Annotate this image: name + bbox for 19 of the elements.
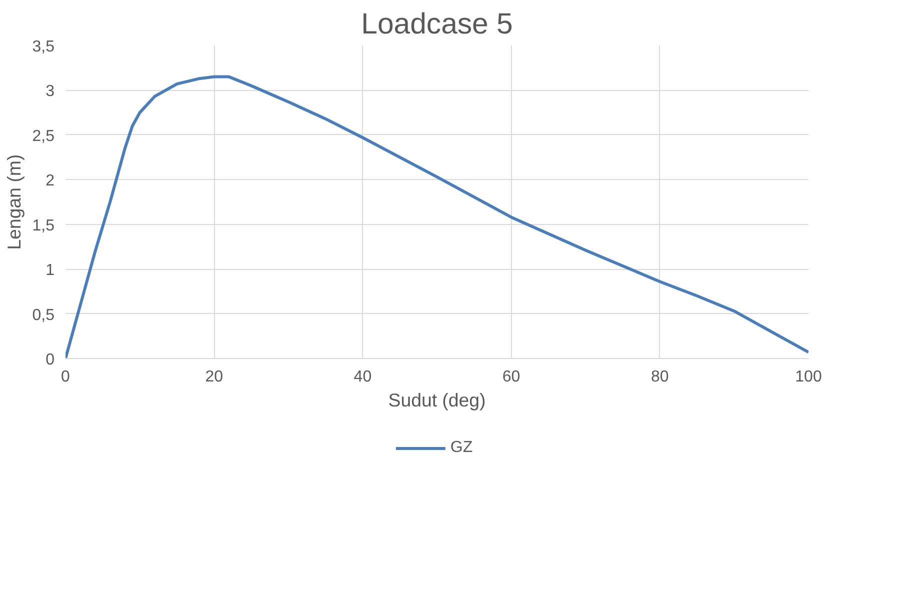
y-tick-label: 0 — [46, 352, 55, 368]
chart-title: Loadcase 5 — [361, 8, 513, 40]
x-axis-title: Sudut (deg) — [388, 390, 486, 410]
x-tick-label: 100 — [795, 368, 822, 386]
x-tick-label: 0 — [61, 368, 70, 386]
y-tick-label: 0,5 — [32, 306, 55, 324]
x-tick-label: 20 — [205, 368, 224, 386]
y-axis-title: Lengan (m) — [3, 154, 24, 250]
y-tick-label: 1,5 — [32, 217, 55, 234]
x-tick-label: 80 — [651, 368, 669, 386]
y-tick-label: 3,5 — [32, 38, 55, 56]
legend-label: GZ — [450, 439, 473, 457]
y-tick-label: 2 — [46, 172, 55, 190]
x-tick-label: 60 — [502, 368, 520, 386]
y-tick-label: 3 — [46, 83, 55, 100]
line-series — [66, 75, 808, 358]
x-tick-label: 40 — [354, 368, 372, 386]
y-tick-label: 2,5 — [32, 128, 55, 145]
y-tick-label: 1 — [46, 262, 55, 280]
